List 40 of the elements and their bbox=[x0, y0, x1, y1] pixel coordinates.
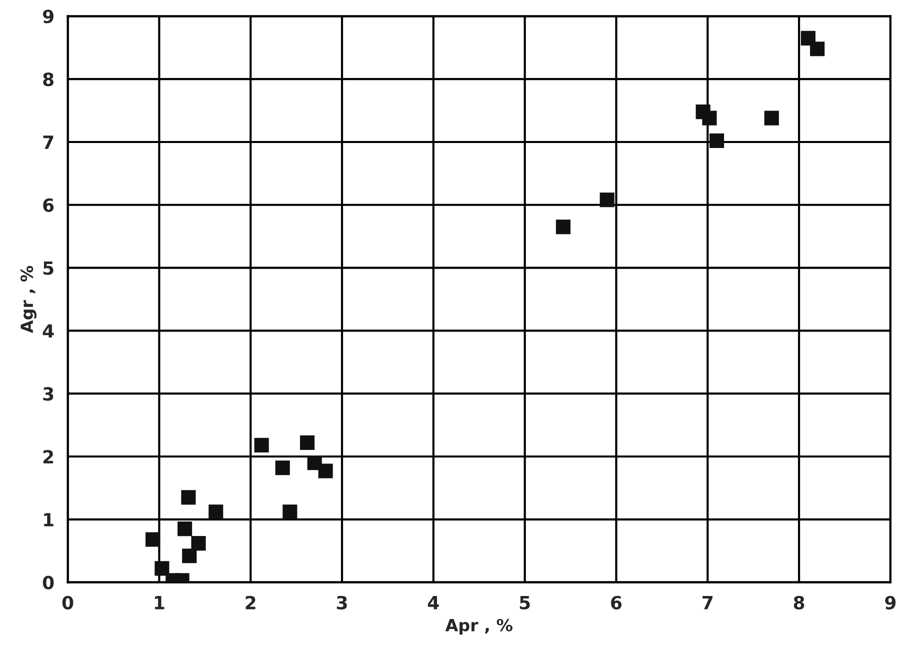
x-tick-label: 8 bbox=[794, 596, 804, 610]
point bbox=[208, 504, 224, 520]
point bbox=[254, 438, 269, 452]
x-tick-label: 0 bbox=[62, 596, 74, 610]
y-tick-label: 0 bbox=[42, 576, 54, 590]
y-tick-label: 4 bbox=[42, 324, 54, 338]
y-tick-label: 5 bbox=[43, 261, 54, 275]
point bbox=[600, 192, 614, 208]
point bbox=[182, 548, 197, 564]
x-tick-label: 6 bbox=[611, 596, 622, 610]
x-tick-label: 5 bbox=[520, 596, 530, 610]
point bbox=[810, 42, 825, 56]
x-tick-label: 1 bbox=[154, 596, 164, 610]
point bbox=[318, 464, 333, 478]
x-tick-label: 7 bbox=[702, 596, 712, 610]
x-axis-title: Apr , % bbox=[445, 618, 512, 635]
y-axis-title: Agr , % bbox=[20, 266, 36, 333]
point bbox=[282, 504, 298, 520]
point bbox=[181, 490, 196, 505]
point bbox=[191, 536, 206, 551]
point bbox=[764, 110, 779, 126]
point bbox=[300, 435, 315, 450]
x-tick-label: 4 bbox=[428, 596, 439, 610]
y-tick-label: 7 bbox=[43, 136, 54, 149]
x-tick-label: 9 bbox=[885, 596, 896, 610]
point bbox=[702, 110, 717, 126]
point bbox=[146, 532, 160, 547]
point bbox=[709, 133, 724, 148]
point bbox=[154, 561, 170, 576]
y-tick-label: 8 bbox=[43, 72, 54, 86]
y-tick-label: 1 bbox=[44, 513, 54, 526]
y-tick-label: 3 bbox=[43, 387, 54, 401]
point bbox=[178, 522, 192, 536]
x-tick-label: 2 bbox=[246, 596, 256, 610]
point bbox=[556, 220, 570, 234]
y-tick-label: 6 bbox=[43, 198, 54, 212]
x-tick-label: 3 bbox=[336, 596, 347, 610]
point bbox=[275, 460, 290, 476]
y-tick-label: 9 bbox=[42, 10, 54, 24]
y-tick-label: 2 bbox=[43, 450, 54, 464]
